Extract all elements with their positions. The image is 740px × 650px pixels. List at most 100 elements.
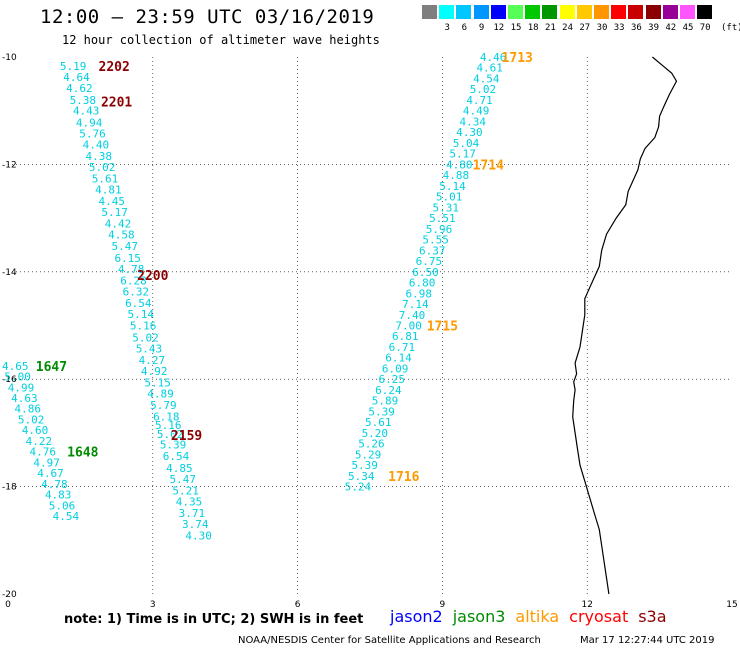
pass-time-label: 1716 [388,470,419,485]
wave-height-value: 5.14 [127,308,154,321]
satellite-name-jason2: jason2 [390,607,443,626]
pass-time-label: 2200 [137,269,168,284]
wave-height-value: 4.46 [480,51,507,64]
y-tick-label: -14 [2,268,17,278]
wave-height-value: 4.85 [166,462,193,475]
x-tick-label: 0 [5,600,11,610]
wave-height-value: 4.81 [95,184,122,197]
wave-height-value: 5.43 [136,343,163,356]
wave-height-value: 5.02 [157,428,184,441]
wave-height-value: 5.04 [453,137,480,150]
pass-time-label: 1715 [427,320,458,335]
legend-label: 3 [444,23,450,33]
wave-height-value: 7.40 [399,309,426,322]
wave-height-value: 4.71 [466,94,493,107]
wave-height-value: 5.76 [79,127,106,140]
legend-swatch [645,5,661,19]
wave-height-value: 5.29 [355,448,382,461]
wave-height-value: 4.22 [26,435,53,448]
wave-height-value: 7.00 [395,320,422,333]
wave-height-value: 5.01 [436,191,463,204]
wave-height-value: 4.54 [473,72,500,85]
legend-label: 36 [630,23,642,33]
wave-height-value: 5.02 [18,413,45,426]
legend-label: 12 [493,23,505,33]
wave-height-value: 4.38 [85,150,112,163]
x-tick-label: 12 [581,600,592,610]
wave-height-value: 5.17 [101,206,128,219]
pass-time-label: 2202 [99,60,130,75]
legend-label: 42 [665,23,677,33]
x-tick-label: 3 [150,600,156,610]
wave-height-value: 5.17 [449,148,476,161]
legend-swatch [542,5,558,19]
legend-label: 45 [682,23,694,33]
x-tick-label: 9 [440,600,446,610]
coastline [572,56,678,595]
legend-swatch [680,5,695,19]
wave-height-value: 6.50 [412,266,439,279]
wave-height-value: 4.42 [105,217,132,230]
wave-height-value: 4.99 [8,381,35,394]
satellite-name-s3a: s3a [638,607,667,626]
satellite-name-altika: altika [515,607,560,626]
wave-height-value: 4.88 [443,169,470,182]
wave-height-value: 5.02 [132,331,159,344]
wave-height-value: 6.71 [389,341,416,354]
x-tick-label: 6 [295,600,301,610]
wave-height-value: 6.15 [114,252,141,265]
wave-height-value: 4.94 [76,117,103,130]
wave-height-value: 4.34 [460,115,487,128]
legend-label: 18 [527,23,539,33]
wave-height-value: 4.65 [2,360,29,373]
wave-height-value: 5.16 [155,419,182,432]
footer-credit: NOAA/NESDIS Center for Satellite Applica… [238,635,541,646]
pass-time-label: 1713 [502,51,533,66]
satellite-name-cryosat: cryosat [569,607,629,626]
legend-label: 70 [699,23,711,33]
wave-height-value: 4.97 [33,456,60,469]
wave-height-value: 5.15 [144,376,171,389]
legend-label: 21 [544,23,556,33]
wave-height-value: 4.58 [108,229,135,242]
legend-swatch [473,5,489,19]
wave-height-value: 3.74 [182,518,209,531]
wave-height-value: 4.80 [446,158,473,171]
wave-height-value: 5.39 [160,439,187,452]
wave-height-value: 4.78 [118,263,145,276]
wave-height-value: 4.92 [141,365,168,378]
legend-swatch [422,5,437,19]
wave-height-value: 4.49 [463,105,490,118]
wave-height-value: 6.37 [419,244,446,257]
wave-height-value: 6.14 [385,352,412,365]
pass-time-label: 1714 [473,158,504,173]
wave-height-value: 4.43 [73,105,100,118]
wave-height-value: 4.35 [176,496,203,509]
y-tick-label: -18 [2,483,17,493]
pass-time-label: 1648 [67,446,98,461]
legend-label: 39 [648,23,660,33]
legend-swatch [439,5,455,19]
wave-height-value: 6.25 [378,373,405,386]
x-tick-label: 15 [726,600,737,610]
legend-label: 30 [596,23,608,33]
wave-height-value: 5.89 [372,395,399,408]
y-tick-label: -10 [2,53,17,63]
wave-height-value: 5.02 [470,83,497,96]
legend-swatch [594,5,609,19]
wave-height-value: 6.54 [163,450,190,463]
page-subtitle: 12 hour collection of altimeter wave hei… [62,33,380,47]
wave-height-value: 3.71 [179,507,206,520]
wave-height-value: 4.64 [63,71,90,84]
wave-height-value: 5.61 [92,172,119,185]
wave-height-value: 5.47 [112,240,139,253]
wave-height-value: 5.79 [150,399,177,412]
page-title: 12:00 — 23:59 UTC 03/16/2019 [40,6,375,28]
wave-height-value: 5.55 [422,234,449,247]
wave-height-value: 4.67 [37,467,64,480]
legend-swatch [508,5,523,19]
y-tick-label: -20 [2,590,17,600]
wave-height-value: 6.18 [153,410,180,423]
legend-swatch [490,5,506,19]
